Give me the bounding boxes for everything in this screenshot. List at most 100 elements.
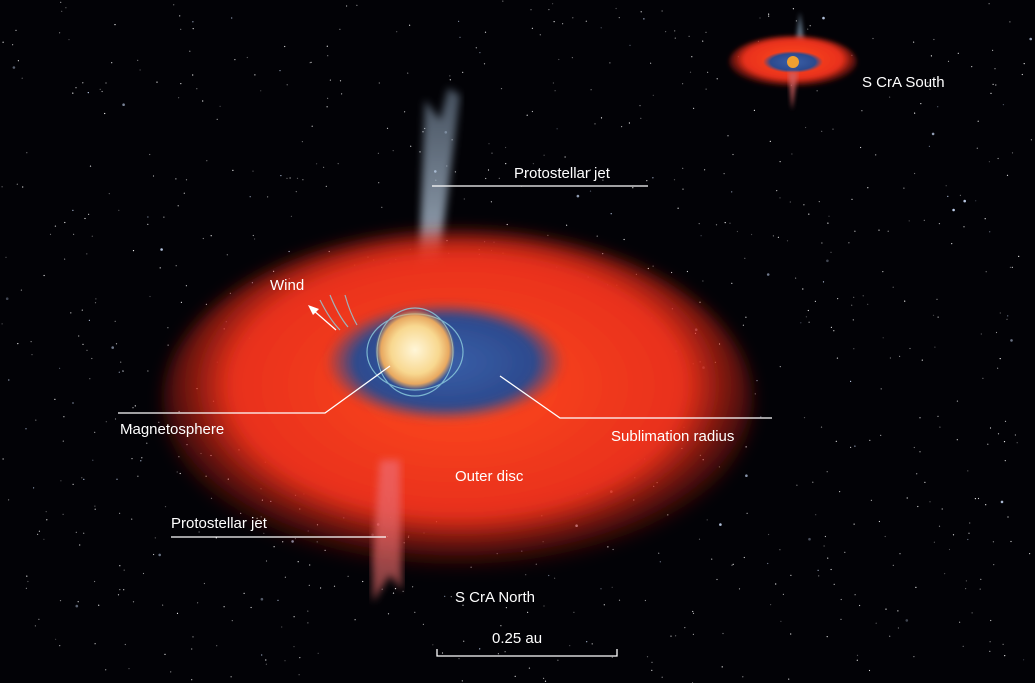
star-dot	[419, 151, 421, 153]
star-dot	[674, 30, 676, 32]
star-dot	[37, 533, 39, 536]
star-dot	[327, 55, 329, 57]
star-dot	[114, 24, 116, 26]
star-dot	[736, 230, 739, 233]
star-dot	[937, 106, 939, 108]
star-dot	[94, 302, 97, 304]
star-dot	[992, 49, 994, 52]
star-dot	[89, 378, 91, 380]
star-dot	[86, 349, 88, 351]
south-system	[729, 12, 857, 110]
star-dot	[671, 271, 673, 274]
star-dot	[82, 82, 84, 84]
star-dot	[933, 38, 935, 41]
star-dot	[12, 44, 14, 46]
star-dot	[94, 508, 96, 510]
star-dot	[936, 298, 938, 300]
star-dot	[937, 415, 939, 417]
star-dot	[963, 199, 966, 203]
star-dot	[101, 90, 103, 93]
star-dot	[346, 5, 348, 7]
star-dot	[823, 545, 825, 547]
star-dot	[49, 233, 52, 235]
star-dot	[788, 678, 790, 680]
star-dot	[16, 183, 18, 185]
star-dot	[658, 552, 660, 554]
star-dot	[997, 433, 1000, 435]
star-dot	[163, 216, 165, 218]
star-dot	[158, 421, 160, 423]
star-dot	[556, 128, 558, 130]
star-dot	[745, 474, 748, 478]
star-dot	[618, 17, 620, 19]
star-dot	[732, 153, 734, 156]
star-dot	[779, 161, 781, 163]
star-dot	[827, 557, 829, 559]
star-dot	[60, 480, 62, 482]
star-dot	[122, 370, 124, 372]
star-dot	[1003, 441, 1006, 443]
star-dot	[94, 431, 96, 433]
star-dot	[844, 551, 846, 553]
star-dot	[1004, 420, 1007, 422]
star-dot	[530, 9, 532, 11]
star-dot	[552, 82, 555, 84]
star-dot	[875, 622, 877, 624]
star-dot	[59, 367, 61, 369]
star-dot	[20, 289, 22, 291]
star-dot	[742, 324, 745, 326]
star-dot	[802, 288, 804, 290]
star-dot	[341, 93, 343, 95]
star-dot	[118, 371, 120, 373]
leader-line	[118, 365, 391, 414]
star-dot	[132, 601, 135, 603]
star-dot	[202, 100, 204, 102]
star-dot	[176, 612, 179, 615]
star-dot	[934, 346, 936, 348]
star-dot	[585, 20, 587, 22]
star-dot	[629, 44, 631, 46]
star-dot	[590, 89, 592, 91]
star-dot	[488, 143, 490, 145]
star-dot	[86, 253, 88, 255]
star-dot	[402, 590, 404, 592]
star-dot	[1, 323, 3, 325]
star-dot	[994, 68, 996, 70]
star-dot	[1023, 659, 1025, 661]
star-dot	[461, 680, 463, 682]
star-dot	[412, 586, 414, 588]
star-dot	[289, 177, 291, 179]
star-dot	[767, 562, 769, 565]
star-dot	[170, 671, 172, 673]
star-dot	[854, 445, 856, 447]
star-dot	[311, 125, 313, 127]
star-dot	[234, 59, 236, 61]
star-dot	[889, 96, 891, 98]
star-dot	[852, 319, 854, 321]
star-dot	[91, 357, 93, 360]
leader-line	[499, 375, 772, 419]
star-dot	[988, 161, 991, 163]
star-dot	[698, 223, 700, 225]
star-dot	[15, 29, 17, 31]
star-dot	[919, 417, 921, 419]
star-dot	[650, 62, 652, 64]
star-dot	[989, 641, 991, 643]
star-dot	[333, 585, 336, 587]
star-dot	[929, 88, 931, 90]
star-dot	[779, 366, 781, 368]
star-dot	[409, 24, 411, 26]
star-dot	[586, 641, 588, 643]
star-dot	[250, 606, 252, 609]
star-dot	[979, 588, 981, 590]
star-dot	[693, 107, 695, 109]
star-dot	[381, 206, 383, 208]
star-dot	[867, 303, 869, 305]
star-dot	[674, 37, 676, 39]
star-dot	[980, 333, 982, 335]
star-dot	[772, 235, 775, 237]
star-dot	[147, 223, 149, 225]
star-dot	[932, 314, 935, 316]
star-dot	[84, 217, 86, 220]
star-dot	[299, 657, 301, 659]
